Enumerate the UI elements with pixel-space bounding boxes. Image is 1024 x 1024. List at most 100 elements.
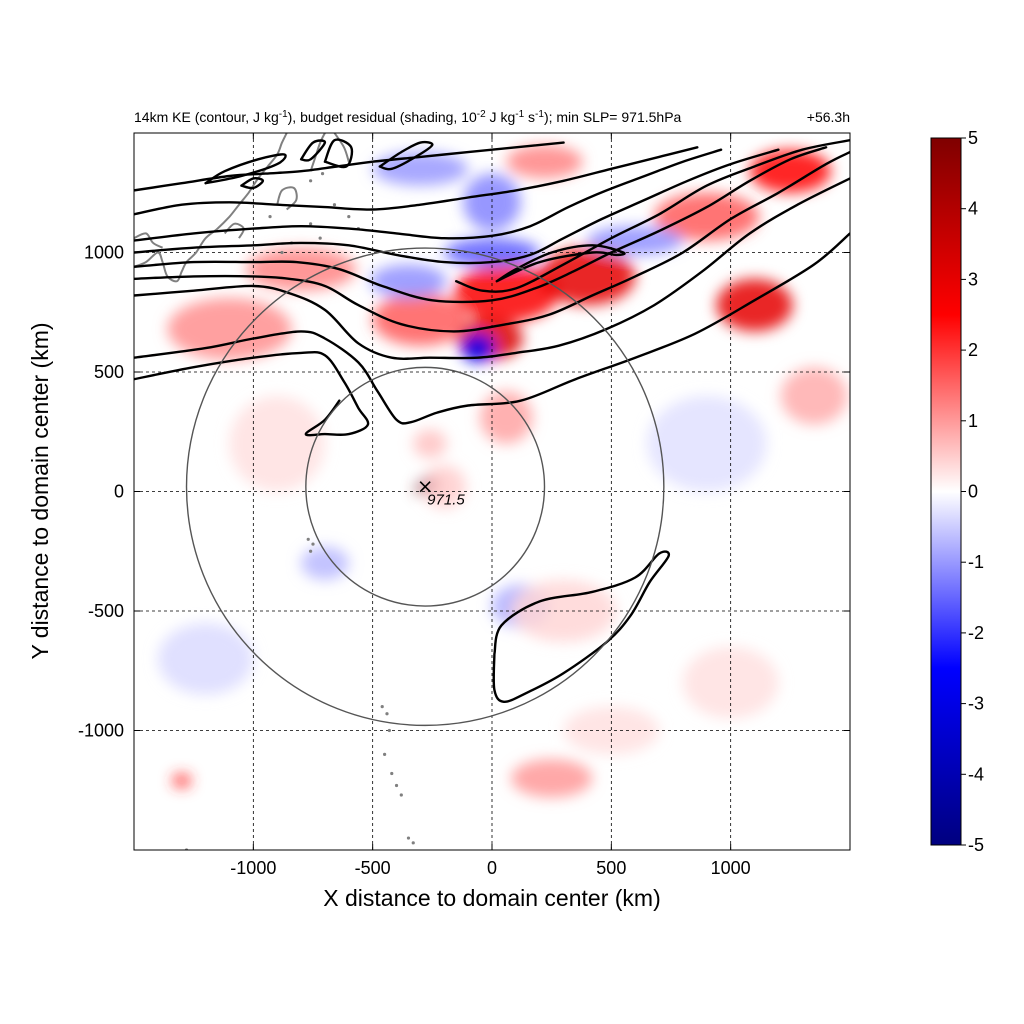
positive-residual-blob: [682, 646, 779, 719]
positive-residual-blob: [563, 706, 660, 755]
grid-lines: [134, 133, 850, 850]
island-dot: [309, 222, 313, 226]
x-tick-label: 0: [487, 858, 497, 878]
island-dot: [268, 215, 272, 219]
island-dot: [385, 712, 389, 716]
ke-contour-line: [134, 146, 828, 304]
coastline-segment: [276, 186, 298, 211]
range-circle-500km: [305, 366, 546, 607]
ke-contour-line: [495, 244, 626, 283]
colorbar-tick-label: -5: [968, 835, 984, 855]
ke-contour-line: [134, 232, 850, 425]
island-dot: [311, 542, 315, 546]
positive-residual-blob: [716, 278, 793, 332]
positive-residual-blob: [453, 264, 559, 322]
min-slp-label: 971.5: [427, 492, 465, 509]
y-tick-label: 500: [94, 362, 124, 382]
colorbar-tick-label: 4: [968, 199, 978, 219]
y-tick-label: -1000: [78, 721, 124, 741]
ke-contour-line: [134, 148, 723, 242]
ke-contour-line: [204, 153, 287, 185]
x-tick-label: 500: [596, 858, 626, 878]
negative-residual-blob: [370, 264, 447, 298]
island-dot: [347, 215, 351, 219]
x-axis-label: X distance to domain center (km): [323, 885, 660, 911]
island-dot: [306, 537, 310, 541]
island-dot: [320, 172, 325, 176]
negative-residual-blob: [301, 546, 349, 580]
x-axis-ticks: -1000 -500 0 500 1000: [230, 133, 751, 878]
positive-residual-blob: [246, 247, 356, 291]
island-dot: [318, 236, 322, 240]
ke-contour-line: [378, 140, 434, 171]
positive-residual-blob: [229, 395, 325, 492]
colorbar: 5 4 3 2 1 0 -1 -2 -3 -4 -5: [930, 128, 984, 855]
y-tick-label: 0: [114, 482, 124, 502]
colorbar-tick-label: 3: [968, 269, 978, 289]
negative-residual-blob: [157, 623, 254, 695]
island-dot: [280, 250, 284, 255]
island-dot: [411, 841, 415, 845]
ke-contour-line: [240, 177, 265, 190]
positive-residual-blob: [413, 429, 447, 459]
storm-marker-stroke: [419, 481, 431, 493]
negative-residual-blob: [463, 173, 521, 231]
ke-contour-line: [134, 148, 780, 265]
x-tick-label: 1000: [711, 858, 751, 878]
colorbar-gradient: [930, 137, 962, 846]
colorbar-tick-label: -3: [968, 694, 984, 714]
coastline-segment: [309, 133, 326, 172]
island-dot: [332, 203, 337, 207]
colorbar-tick-label: -4: [968, 764, 984, 784]
colorbar-tick-label: 1: [968, 411, 978, 431]
island-dot: [394, 783, 399, 788]
y-tick-label: 1000: [84, 243, 124, 263]
positive-residual-blob: [506, 144, 583, 179]
plot-area: 971.5: [134, 133, 850, 850]
storm-center-marker: [419, 481, 431, 493]
ke-contour-line: [492, 550, 671, 703]
coastline-segment: [223, 222, 245, 239]
island-dot: [387, 728, 391, 733]
positive-residual-blob: [172, 773, 192, 788]
coastline-segment: [333, 133, 350, 163]
ke-contours: [134, 138, 850, 703]
colorbar-tick-label: -1: [968, 552, 984, 572]
island-dot: [309, 179, 313, 183]
forecast-hour: +56.3h: [807, 109, 850, 125]
x-tick-label: -1000: [230, 858, 276, 878]
ke-contour-line: [134, 150, 850, 333]
negative-residual-blob: [647, 395, 767, 492]
residual-shading: [157, 144, 848, 798]
positive-residual-blob: [511, 759, 593, 798]
positive-residual-blob: [511, 579, 617, 643]
range-circles: [185, 247, 665, 727]
y-axis-ticks: -1000 -500 0 500 1000: [78, 243, 850, 741]
storm-center: 971.5: [419, 481, 465, 509]
island-dot: [380, 705, 384, 709]
positive-residual-blob: [422, 465, 466, 509]
island-dot: [383, 752, 387, 757]
positive-residual-blob: [372, 293, 469, 346]
y-tick-label: -500: [88, 601, 124, 621]
colorbar-ticks: 5 4 3 2 1 0 -1 -2 -3 -4 -5: [961, 128, 984, 855]
ke-contour-line: [455, 139, 850, 293]
positive-residual-blob: [654, 192, 760, 241]
range-circle-1000km: [185, 247, 665, 727]
ke-contour-line: [299, 139, 327, 162]
island-dot: [390, 771, 394, 776]
chart-title: 14km KE (contour, J kg-1), budget residu…: [134, 109, 682, 125]
colorbar-tick-label: 2: [968, 340, 978, 360]
x-tick-label: -500: [355, 858, 391, 878]
ke-contour-line: [134, 177, 850, 360]
colorbar-tick-label: -2: [968, 623, 984, 643]
colorbar-tick-label: 0: [968, 482, 978, 502]
y-axis-label: Y distance to domain center (km): [27, 322, 53, 659]
island-dot: [309, 549, 313, 553]
negative-residual-blob: [460, 333, 495, 363]
island-dot: [406, 836, 411, 840]
ke-contour-line: [134, 350, 370, 437]
negative-residual-blob: [372, 152, 469, 186]
island-dot: [399, 793, 403, 797]
